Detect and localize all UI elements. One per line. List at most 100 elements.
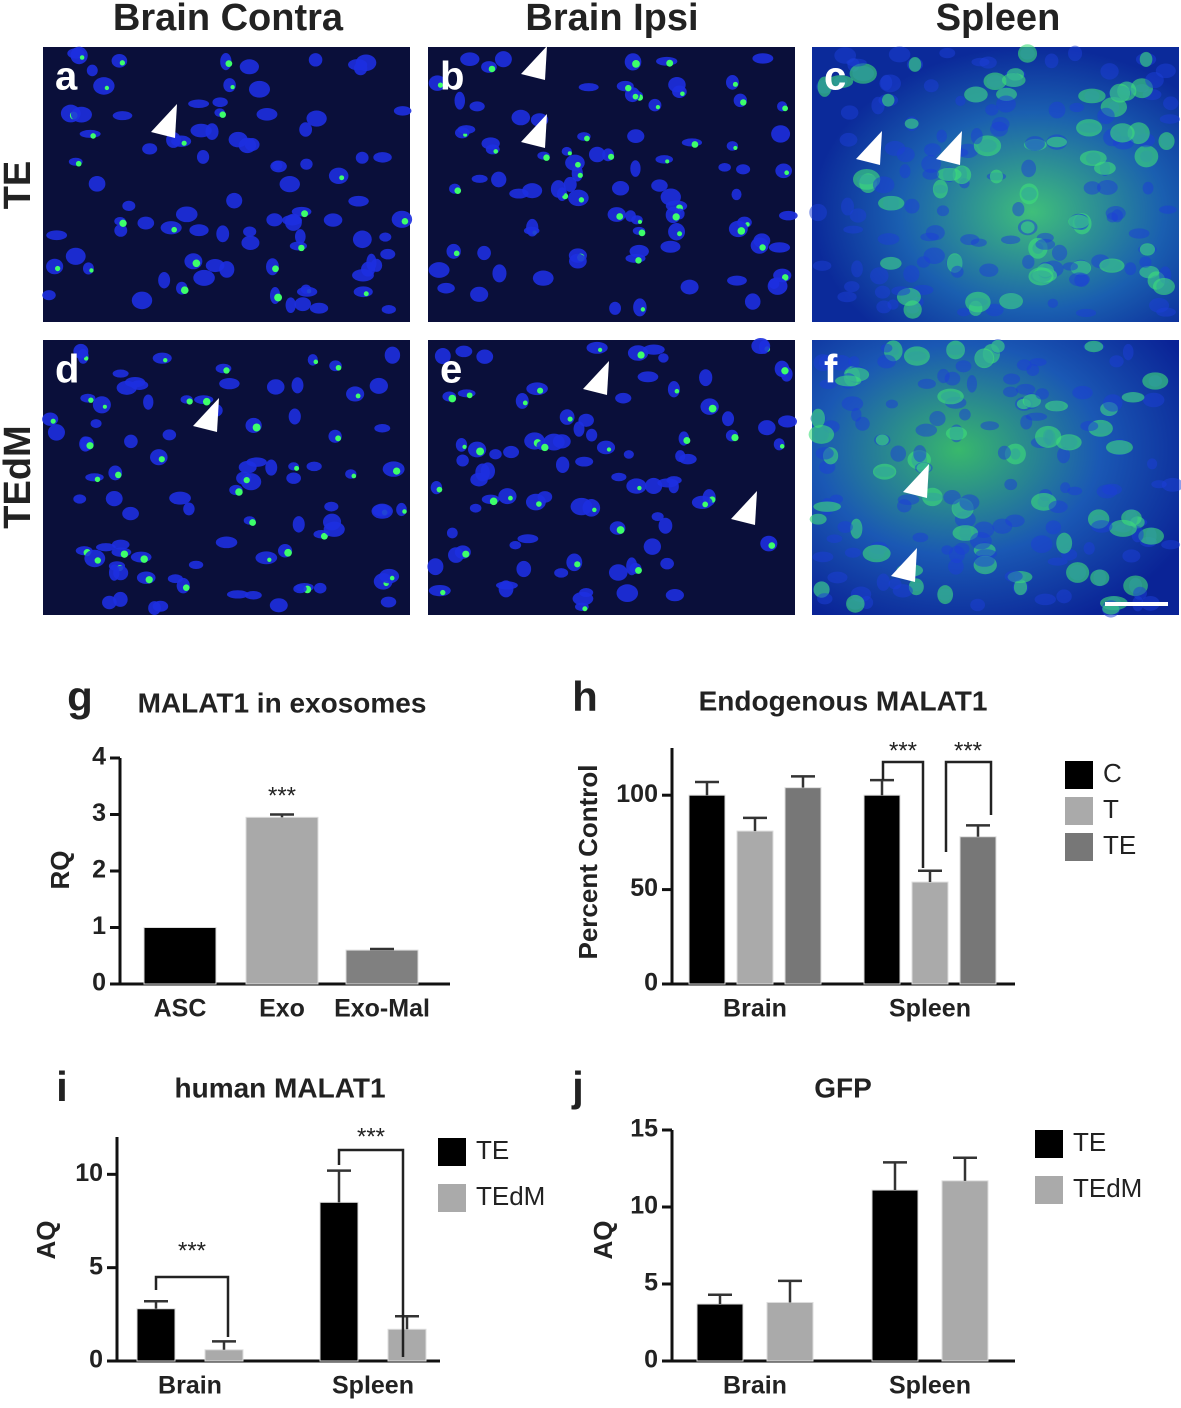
nucleus xyxy=(936,205,950,217)
nucleus xyxy=(391,210,413,228)
speckle xyxy=(89,268,94,273)
arrowhead xyxy=(731,491,757,525)
nucleus xyxy=(269,598,288,613)
nucleus xyxy=(912,532,929,543)
speckle xyxy=(737,227,746,235)
error-bar xyxy=(695,780,719,796)
arrowhead xyxy=(521,114,547,148)
speckle xyxy=(683,437,691,444)
nucleus xyxy=(752,53,774,64)
nucleus xyxy=(1103,394,1123,412)
bar xyxy=(136,1308,176,1362)
nucleus xyxy=(570,497,593,516)
nucleus xyxy=(216,225,230,243)
nucleus xyxy=(699,369,713,387)
nucleus xyxy=(522,183,543,199)
nucleus xyxy=(779,210,798,221)
speckle xyxy=(608,153,615,160)
speckle xyxy=(94,557,101,564)
nucleus xyxy=(1161,477,1181,492)
arrowhead xyxy=(193,398,219,432)
nucleus xyxy=(1096,180,1118,195)
nucleus xyxy=(937,368,950,384)
nucleus xyxy=(46,258,64,275)
speckle xyxy=(782,105,788,112)
nucleus xyxy=(588,146,606,163)
nucleus xyxy=(219,378,240,390)
speckle xyxy=(313,359,319,365)
nucleus xyxy=(611,472,627,482)
nucleus xyxy=(877,354,896,369)
gfp-cell xyxy=(882,93,895,107)
nucleus xyxy=(226,192,243,209)
nucleus xyxy=(355,151,369,164)
nucleus xyxy=(1083,541,1095,555)
nucleus xyxy=(885,399,898,409)
speckle xyxy=(50,418,56,424)
x-tick-label: Spleen xyxy=(332,1372,414,1400)
nucleus xyxy=(150,449,168,466)
gfp-cell xyxy=(846,594,865,613)
arrowhead xyxy=(936,131,962,165)
nucleus xyxy=(111,539,130,550)
nucleus xyxy=(809,203,827,222)
chart-title: human MALAT1 xyxy=(174,1072,385,1103)
nucleus xyxy=(393,106,412,116)
nucleus xyxy=(578,83,599,92)
speckle xyxy=(574,561,581,568)
nucleus xyxy=(428,262,450,278)
speckle xyxy=(436,486,443,493)
speckle xyxy=(632,93,639,100)
x-tick-label: Brain xyxy=(723,1372,787,1400)
nucleus xyxy=(888,578,902,590)
nucleus xyxy=(655,155,674,164)
annotation: *** xyxy=(268,782,296,809)
nucleus xyxy=(891,286,911,296)
nucleus xyxy=(205,258,225,273)
nucleus xyxy=(667,381,680,398)
speckle xyxy=(666,59,674,67)
nucleus xyxy=(255,551,278,565)
speckle xyxy=(440,589,446,596)
gfp-cell xyxy=(1139,51,1153,67)
panel-letter: j xyxy=(571,1063,584,1110)
error-bar xyxy=(370,947,394,951)
nucleus xyxy=(308,53,323,67)
nucleus xyxy=(293,584,307,594)
gfp-cell xyxy=(1028,267,1054,286)
speckle xyxy=(339,175,345,181)
nucleus xyxy=(1015,383,1036,395)
nucleus xyxy=(88,175,106,192)
gfp-cell xyxy=(1084,340,1104,353)
nucleus xyxy=(955,360,972,373)
micrograph xyxy=(812,340,1179,615)
nucleus xyxy=(768,278,780,289)
speckle xyxy=(677,231,683,237)
nucleus xyxy=(215,536,238,549)
speckle xyxy=(272,265,279,273)
gfp-cell xyxy=(945,426,968,441)
nucleus xyxy=(563,176,577,192)
speckle xyxy=(578,197,585,203)
nucleus xyxy=(569,253,587,269)
nucleus xyxy=(248,80,271,98)
nucleus xyxy=(1051,244,1068,261)
x-tick-label: Brain xyxy=(158,1372,222,1400)
nucleus xyxy=(455,437,468,452)
nucleus xyxy=(70,106,92,123)
gfp-cell xyxy=(1142,372,1169,390)
nucleus xyxy=(1047,298,1059,308)
nucleus xyxy=(437,282,455,294)
nucleus xyxy=(680,279,699,295)
nucleus xyxy=(668,223,686,241)
nucleus xyxy=(1159,205,1177,214)
gfp-cell xyxy=(1020,221,1035,234)
nucleus xyxy=(226,590,249,599)
nucleus xyxy=(1021,159,1037,178)
nucleus xyxy=(837,291,857,303)
nucleus xyxy=(1045,520,1062,535)
speckle xyxy=(708,404,717,413)
nucleus xyxy=(509,540,522,550)
gfp-cell xyxy=(989,169,1003,184)
gfp-cell xyxy=(1109,83,1131,103)
